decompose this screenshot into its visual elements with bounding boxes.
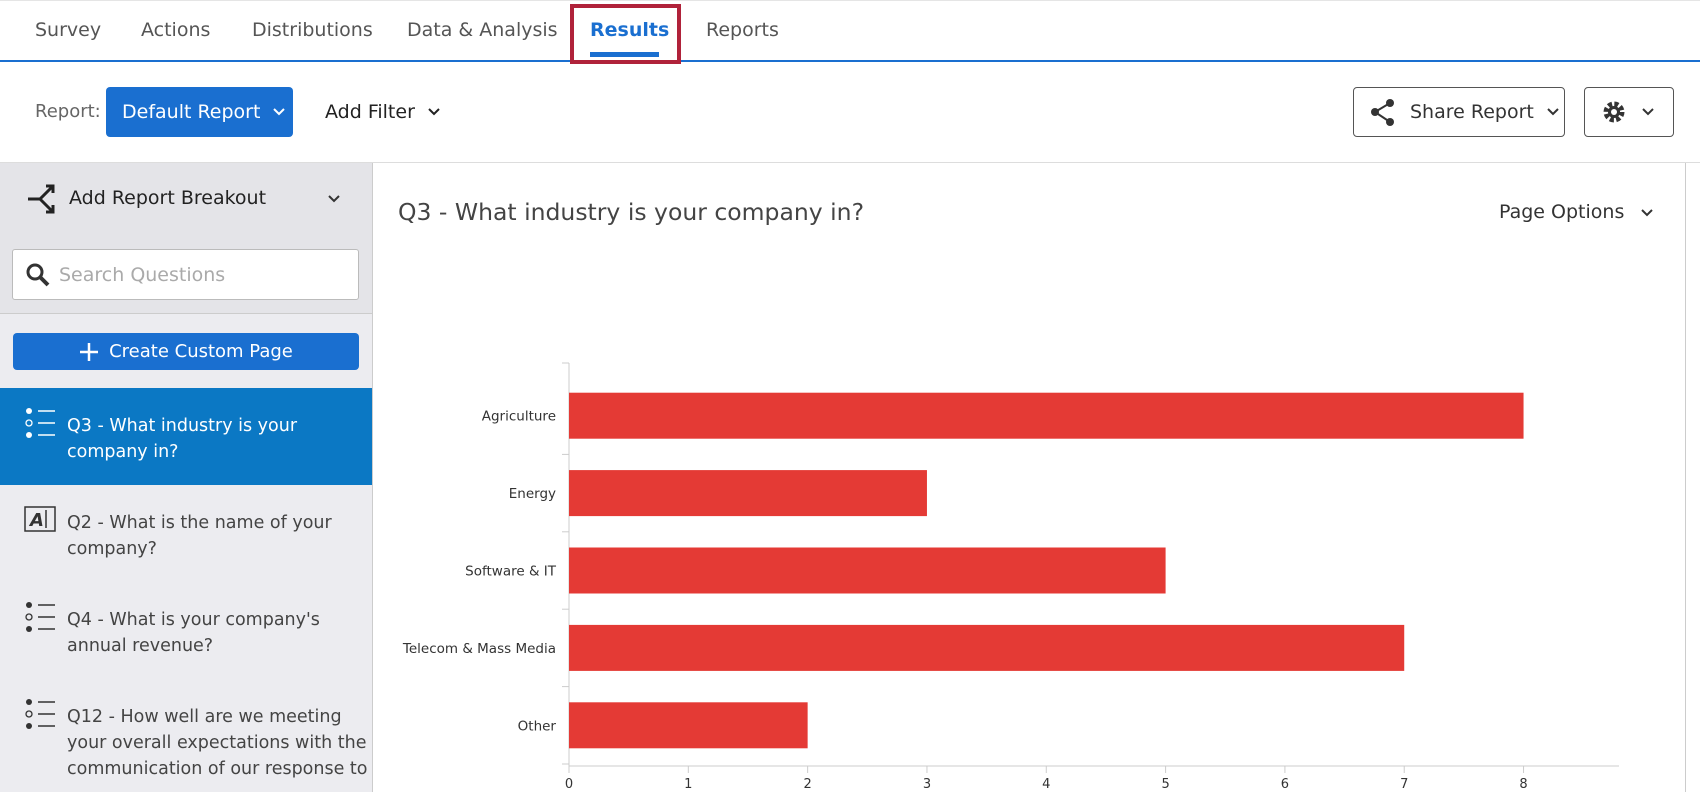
chevron bbox=[1641, 209, 1654, 217]
y-tick-label: Energy bbox=[509, 486, 556, 502]
page-options-text: Page Options bbox=[1499, 201, 1625, 223]
search-placeholder: Search Questions bbox=[59, 264, 226, 286]
question-text: your overall expectations with the bbox=[67, 733, 367, 753]
question-item[interactable]: Q12 - How well are we meeting your overal… bbox=[0, 699, 372, 782]
question-item[interactable]: Q3 - What industry is your company in? bbox=[0, 408, 372, 465]
report-button-text: Default Report bbox=[122, 101, 261, 123]
x-tick-label: 2 bbox=[803, 777, 811, 792]
toolbar-divider bbox=[0, 162, 1700, 163]
x-tick-label: 5 bbox=[1161, 777, 1169, 792]
nav-tab[interactable]: Results bbox=[590, 19, 670, 41]
question-text: company in? bbox=[67, 442, 179, 462]
question-icon bbox=[25, 602, 55, 632]
x-tick-label: 4 bbox=[1042, 777, 1050, 792]
question-icon bbox=[25, 699, 55, 729]
question-icon: A bbox=[24, 506, 56, 532]
x-tick-label: 7 bbox=[1400, 777, 1408, 792]
question-text: communication of our response to bbox=[67, 759, 368, 779]
question-text: Q3 - What industry is your bbox=[67, 416, 298, 436]
question-text: Q4 - What is your company's bbox=[67, 610, 320, 630]
nav-tab[interactable]: Distributions bbox=[252, 19, 373, 41]
report-label: Report: bbox=[35, 101, 101, 122]
nav-tab[interactable]: Reports bbox=[706, 19, 779, 41]
add-filter-text: Add Filter bbox=[325, 101, 415, 123]
gear-icon bbox=[1603, 101, 1625, 123]
x-tick-label: 6 bbox=[1281, 777, 1289, 792]
share-icon bbox=[1371, 99, 1394, 126]
question-text: company? bbox=[67, 539, 157, 559]
page-options[interactable]: Page Options bbox=[1499, 201, 1654, 223]
main-panel bbox=[373, 163, 1686, 792]
question-text: Q12 - How well are we meeting bbox=[67, 707, 342, 727]
search-icon bbox=[26, 263, 50, 287]
x-tick-label: 3 bbox=[923, 777, 931, 792]
create-page[interactable]: Create Custom Page bbox=[13, 333, 359, 370]
chevron bbox=[1642, 108, 1654, 116]
nav-tab[interactable]: Survey bbox=[35, 19, 102, 41]
bar bbox=[569, 392, 1524, 439]
question-icon bbox=[25, 408, 55, 438]
share-report-text: Share Report bbox=[1410, 101, 1534, 123]
add-filter[interactable]: Add Filter bbox=[325, 87, 441, 137]
main-title: Q3 - What industry is your company in? bbox=[398, 198, 865, 226]
active-highlight bbox=[570, 4, 681, 64]
svg-text:A: A bbox=[28, 510, 44, 531]
bar bbox=[569, 470, 927, 517]
x-tick-label: 8 bbox=[1519, 777, 1527, 792]
y-tick-label: Agriculture bbox=[482, 409, 556, 425]
top-nav bbox=[0, 0, 1700, 62]
report-button[interactable]: Default Report bbox=[106, 87, 293, 137]
bar bbox=[569, 547, 1166, 594]
chevron bbox=[273, 108, 286, 116]
question-item[interactable]: Q4 - What is your company's annual revenu… bbox=[0, 602, 372, 659]
active-underline bbox=[590, 52, 659, 57]
create-page-text: Create Custom Page bbox=[109, 341, 293, 362]
search-box[interactable] bbox=[12, 249, 359, 300]
chevron bbox=[1547, 108, 1559, 116]
y-tick-label: Other bbox=[518, 718, 557, 734]
breakout-icon bbox=[28, 184, 55, 214]
chevron bbox=[428, 108, 440, 116]
y-tick-label: Telecom & Mass Media bbox=[402, 641, 556, 657]
chart: 0 1 2 3 4 5 6 7 8 Agriculture Energy Software & IT T… bbox=[402, 362, 1619, 792]
share-report[interactable]: Share Report bbox=[1353, 87, 1565, 137]
question-item[interactable]: A Q2 - What is the name of your company? bbox=[0, 506, 372, 562]
settings[interactable] bbox=[1584, 87, 1674, 137]
x-tick-label: 1 bbox=[684, 777, 692, 792]
plus-icon bbox=[80, 342, 99, 361]
breakout-text[interactable]: Add Report Breakout bbox=[69, 187, 267, 209]
bar bbox=[569, 624, 1405, 671]
chevron bbox=[328, 195, 340, 203]
bar bbox=[569, 702, 808, 749]
x-tick-label: 0 bbox=[565, 777, 573, 792]
question-text: annual revenue? bbox=[67, 636, 214, 656]
nav-tab[interactable]: Data & Analysis bbox=[407, 19, 558, 41]
selected-bg bbox=[0, 388, 372, 485]
nav-tab[interactable]: Actions bbox=[141, 19, 211, 41]
y-tick-label: Software & IT bbox=[465, 564, 557, 580]
question-text: Q2 - What is the name of your bbox=[67, 513, 332, 533]
